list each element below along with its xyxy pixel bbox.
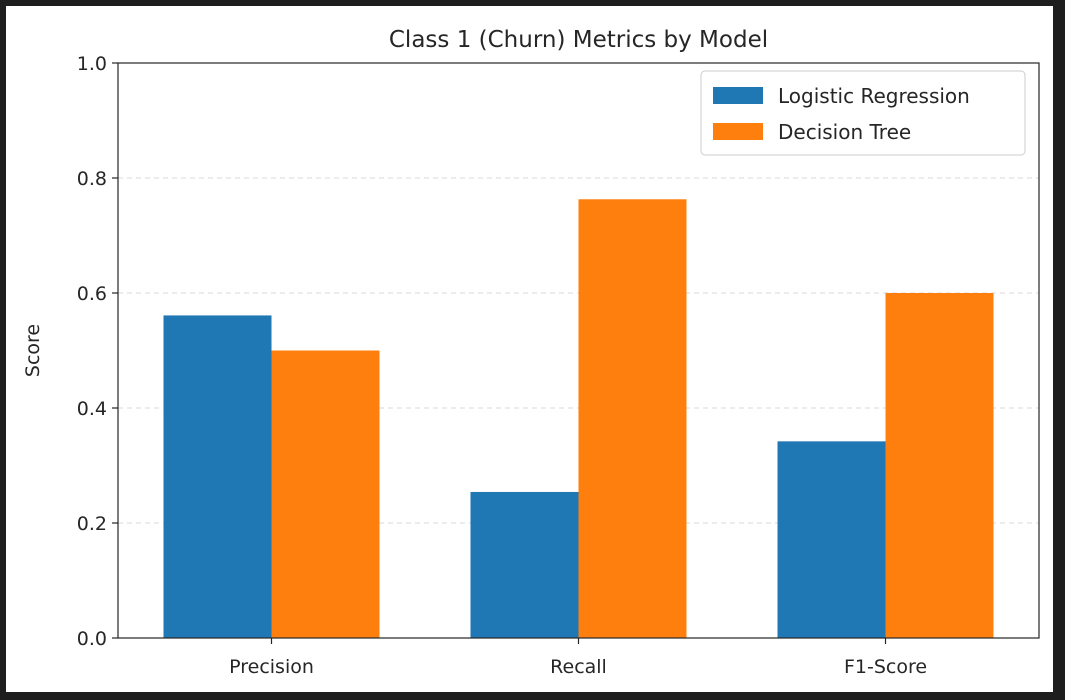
y-tick-label-5: 1.0 [77,53,107,75]
bar-logistic-regression-f1-score [777,441,886,638]
legend-swatch-0 [713,87,763,104]
y-tick-label-0: 0.0 [77,628,107,650]
x-tick-label-precision: Precision [229,656,314,678]
bar-decision-tree-f1-score [885,293,994,638]
y-tick-label-4: 0.8 [77,168,107,190]
legend: Logistic Regression Decision Tree [700,70,1026,156]
bar-decision-tree-recall [578,199,687,638]
bar-logistic-regression-recall [470,491,579,638]
legend-label-0: Logistic Regression [778,84,970,108]
axes: 0.0 0.2 0.4 0.6 0.8 1.0 Precision Recall F1-Scor… [77,53,1040,678]
bar-logistic-regression-precision [163,315,272,638]
legend-label-1: Decision Tree [778,120,911,144]
legend-box [700,70,1026,156]
chart-title: Class 1 (Churn) Metrics by Model [389,27,768,53]
y-tick-label-3: 0.6 [77,283,107,305]
y-tick-label-2: 0.4 [77,398,107,420]
y-tick-label-1: 0.2 [77,513,107,535]
chart-figure: Class 1 (Churn) Metrics by Model Score 0… [6,6,1053,692]
bar-chart: Class 1 (Churn) Metrics by Model Score 0… [22,27,1040,678]
x-tick-label-f1-score: F1-Score [844,656,927,678]
x-tick-label-recall: Recall [550,656,607,678]
y-axis-label: Score [22,324,44,377]
bars [163,199,994,638]
bar-decision-tree-precision [271,350,380,638]
legend-swatch-1 [713,123,763,140]
